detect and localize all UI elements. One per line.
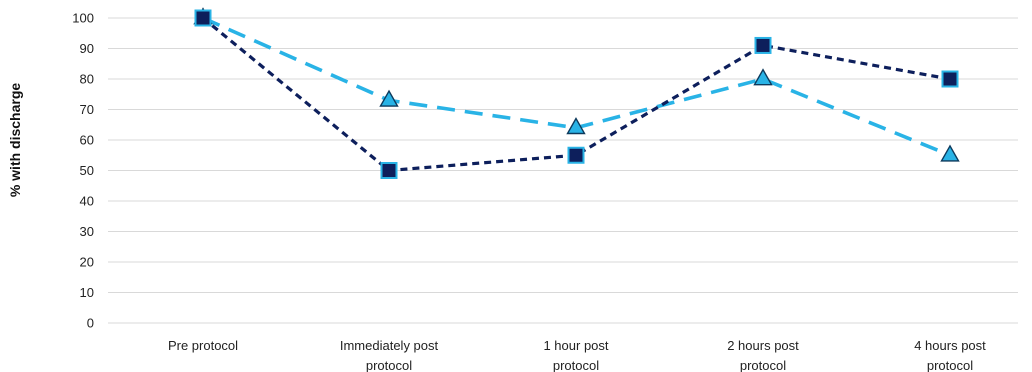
series-2-point	[940, 144, 960, 162]
y-tick-label: 20	[80, 255, 94, 270]
x-category-label: Pre protocol	[168, 338, 238, 353]
series-2-point	[566, 117, 586, 135]
y-tick-label: 0	[87, 316, 94, 331]
x-category-label: 2 hours post protocol	[727, 338, 799, 372]
y-tick-label: 30	[80, 224, 94, 239]
series-1-line	[201, 16, 951, 173]
x-category-label: Immediately post protocol	[340, 338, 439, 372]
y-tick-label: 40	[80, 194, 94, 209]
y-tick-label: 60	[80, 133, 94, 148]
y-tick-labels: 0 10 20 30 40 50 60 70 80 90 100	[72, 11, 94, 331]
series-1-point	[941, 70, 959, 88]
x-category-labels: Pre protocol Immediately post protocol 1 ho…	[168, 338, 986, 372]
series-1-point	[754, 36, 772, 54]
y-tick-label: 10	[80, 285, 94, 300]
series-group	[193, 7, 960, 179]
x-category-label: 4 hours post protocol	[914, 338, 986, 372]
y-tick-label: 70	[80, 102, 94, 117]
series-1-point	[194, 9, 212, 27]
series-1-point	[380, 162, 398, 179]
series-2-point	[753, 68, 773, 86]
y-axis-label: % with discharge	[7, 83, 23, 198]
x-category-label: 1 hour post protocol	[543, 338, 608, 372]
series-1-point	[567, 146, 585, 164]
y-tick-label: 100	[72, 11, 94, 26]
y-tick-label: 80	[80, 72, 94, 87]
y-tick-label: 90	[80, 41, 94, 56]
gridlines	[108, 17, 1018, 324]
series-2-line	[202, 16, 951, 157]
y-tick-label: 50	[80, 163, 94, 178]
series-2-point	[379, 89, 399, 107]
